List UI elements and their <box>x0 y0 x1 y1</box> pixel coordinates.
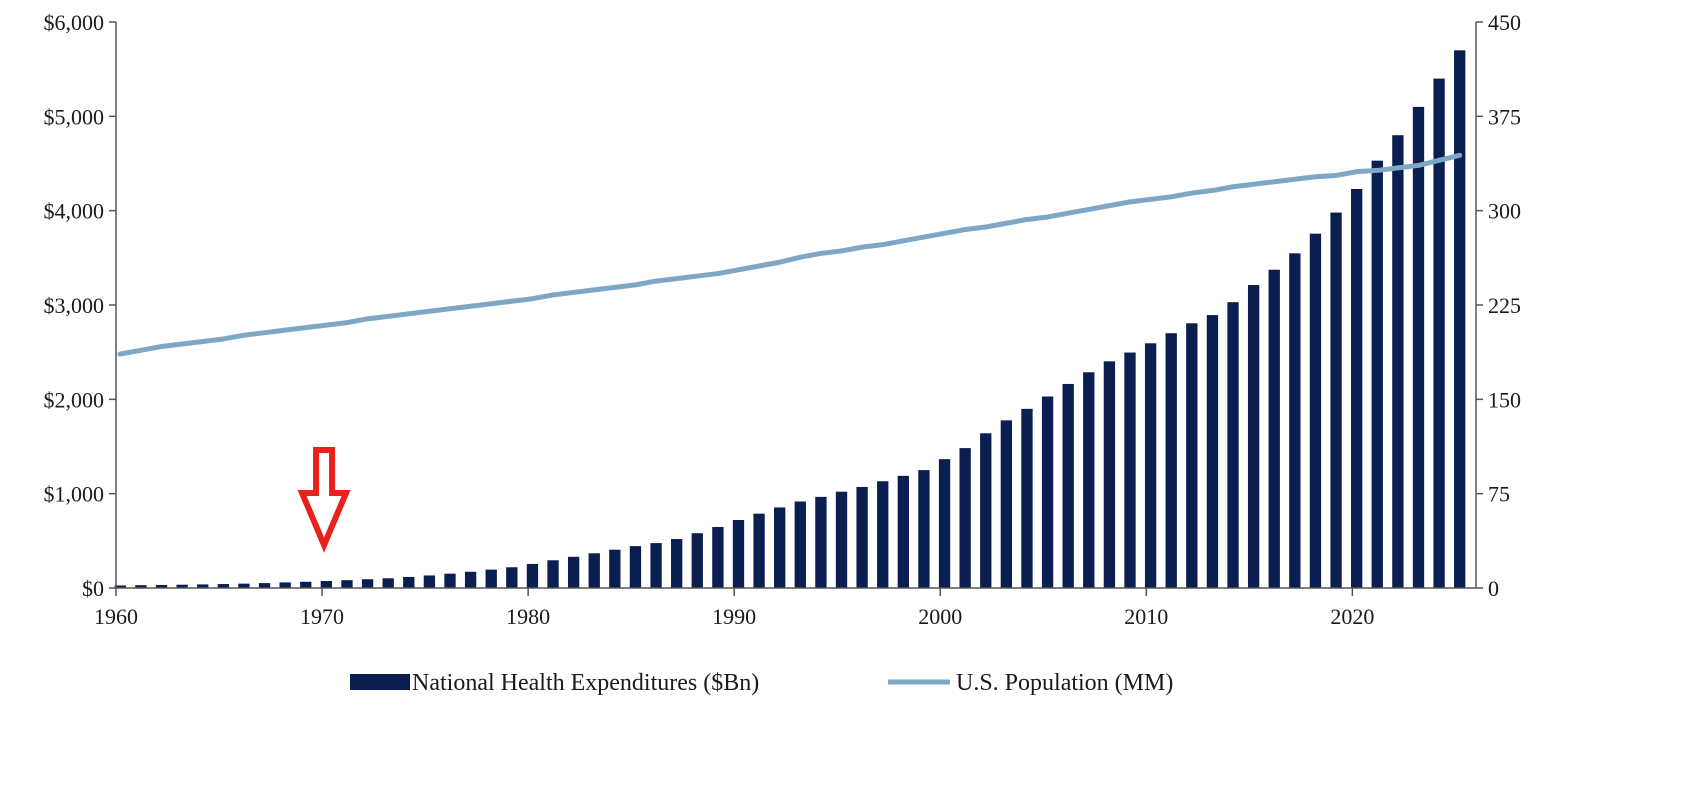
expenditure-bar-2013 <box>1206 315 1219 588</box>
expenditure-bar-2019 <box>1330 212 1342 589</box>
expenditure-bar-1965 <box>217 584 229 588</box>
right-tick-label: 0 <box>1488 576 1499 601</box>
expenditure-bar-2014 <box>1227 302 1239 588</box>
left-tick-label: $0 <box>82 576 104 601</box>
expenditure-bar-1970 <box>320 581 333 588</box>
expenditure-bar-1987 <box>671 539 683 588</box>
expenditure-bar-1988 <box>691 533 703 588</box>
expenditure-bar-2023 <box>1412 106 1425 589</box>
expenditure-bar-2017 <box>1289 253 1301 588</box>
expenditure-bar-2015 <box>1247 285 1260 588</box>
expenditure-bar-1969 <box>300 581 312 588</box>
expenditure-bar-2001 <box>959 448 971 588</box>
left-tick-label: $1,000 <box>44 482 105 507</box>
expenditure-bar-1972 <box>361 579 374 588</box>
expenditure-bars <box>114 50 1466 589</box>
expenditure-bar-1974 <box>403 576 415 588</box>
expenditure-bar-2005 <box>1041 396 1054 588</box>
expenditure-bar-1990 <box>732 519 745 588</box>
expenditure-bar-1981 <box>547 560 559 588</box>
legend-swatch-expenditures <box>350 674 410 690</box>
expenditure-bar-2003 <box>1000 420 1013 588</box>
expenditure-bar-1996 <box>856 486 868 588</box>
population-line-group <box>117 152 1463 357</box>
expenditure-bar-1962 <box>155 584 168 588</box>
x-tick-label: 1980 <box>506 604 550 629</box>
legend-label-population: U.S. Population (MM) <box>956 670 1173 696</box>
expenditure-bar-1985 <box>629 546 642 588</box>
left-tick-label: $3,000 <box>44 293 105 318</box>
expenditure-bar-2006 <box>1062 383 1074 588</box>
right-tick-label: 450 <box>1488 10 1521 35</box>
expenditure-bar-2020 <box>1351 188 1363 588</box>
expenditure-bar-1983 <box>588 553 600 588</box>
expenditure-bar-1986 <box>650 543 662 588</box>
expenditure-bar-2024 <box>1433 78 1445 588</box>
expenditure-bar-2018 <box>1309 233 1322 588</box>
expenditure-bar-2021 <box>1371 160 1383 589</box>
expenditure-bar-1967 <box>258 583 271 588</box>
expenditure-bar-1966 <box>238 583 250 588</box>
left-tick-label: $6,000 <box>44 10 105 35</box>
right-tick-label: 300 <box>1488 199 1521 224</box>
expenditure-bar-1997 <box>877 481 889 588</box>
expenditure-bar-2016 <box>1268 269 1280 588</box>
expenditure-bar-2010 <box>1144 343 1157 588</box>
right-tick-label: 225 <box>1488 293 1521 318</box>
expenditure-bar-1961 <box>135 585 147 588</box>
x-tick-label: 1960 <box>94 604 138 629</box>
expenditure-bar-1971 <box>341 580 353 588</box>
x-tick-label: 2020 <box>1330 604 1374 629</box>
expenditure-bar-1975 <box>423 575 436 588</box>
expenditure-bar-2000 <box>938 459 951 588</box>
right-tick-label: 150 <box>1488 387 1521 412</box>
expenditure-bar-2004 <box>1021 408 1033 588</box>
left-tick-label: $5,000 <box>44 104 105 129</box>
expenditure-bar-2022 <box>1392 135 1404 588</box>
right-tick-label: 75 <box>1488 482 1510 507</box>
expenditure-bar-1993 <box>794 501 806 588</box>
expenditure-bar-1989 <box>712 526 724 588</box>
expenditure-bar-1973 <box>382 578 394 588</box>
expenditure-bar-1999 <box>918 470 930 588</box>
expenditure-bar-2009 <box>1124 352 1136 588</box>
x-tick-label: 1990 <box>712 604 756 629</box>
expenditure-bar-2012 <box>1186 323 1198 588</box>
expenditure-bar-2002 <box>980 433 992 588</box>
population-line <box>117 152 1463 357</box>
expenditure-bar-1980 <box>526 563 539 588</box>
x-tick-label: 2000 <box>918 604 962 629</box>
expenditure-bar-1978 <box>485 569 497 588</box>
expenditure-bar-2011 <box>1165 333 1177 588</box>
expenditure-bar-1963 <box>176 584 188 588</box>
annotations <box>297 447 351 553</box>
left-tick-label: $2,000 <box>44 387 105 412</box>
expenditure-bar-1960 <box>114 585 126 588</box>
expenditure-bar-2007 <box>1083 372 1095 588</box>
x-tick-label: 1970 <box>300 604 344 629</box>
red-down-arrow-icon <box>297 447 351 553</box>
expenditure-bar-2008 <box>1103 361 1116 588</box>
legend: National Health Expenditures ($Bn) U.S. P… <box>350 670 1173 696</box>
left-tick-label: $4,000 <box>44 199 105 224</box>
expenditure-bar-1976 <box>444 573 456 588</box>
expenditure-bar-1964 <box>197 584 209 588</box>
legend-label-expenditures: National Health Expenditures ($Bn) <box>412 670 759 696</box>
expenditure-bar-1979 <box>506 567 518 588</box>
expenditure-bar-1992 <box>774 507 786 588</box>
expenditure-bar-1977 <box>464 571 477 588</box>
x-tick-label: 2010 <box>1124 604 1168 629</box>
expenditure-bar-1984 <box>609 549 621 588</box>
expenditure-bar-1991 <box>753 513 765 588</box>
expenditure-bar-2025 <box>1454 50 1466 589</box>
expenditure-bar-1982 <box>567 556 580 588</box>
right-tick-label: 375 <box>1488 104 1521 129</box>
expenditure-bar-1995 <box>835 491 848 588</box>
expenditure-bar-1968 <box>279 582 291 588</box>
expenditure-bar-1998 <box>897 475 909 588</box>
expenditure-bar-1994 <box>815 496 827 588</box>
axes: $0 $1,000 $2,000 $3,000 $4,000 $5,000 $6,000 0 7… <box>44 10 1522 629</box>
